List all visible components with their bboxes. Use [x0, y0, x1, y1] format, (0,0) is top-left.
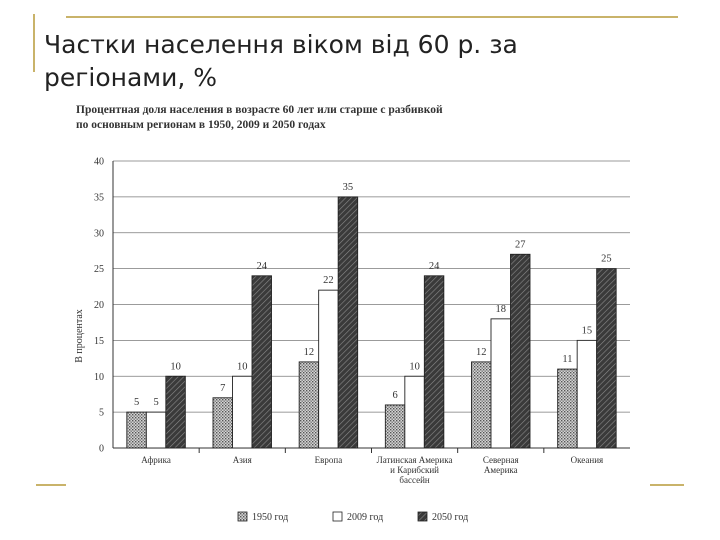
slide-title: Частки населення віком від 60 р. за регі… — [44, 30, 518, 92]
data-label: 25 — [601, 254, 612, 265]
y-tick-label: 15 — [94, 336, 104, 347]
category-label: Европа — [315, 455, 343, 465]
data-label: 12 — [304, 347, 315, 358]
bar-1-3 — [298, 361, 320, 449]
legend-label: 2009 год — [347, 512, 383, 523]
y-tick-label: 40 — [94, 157, 104, 168]
grid — [113, 160, 630, 449]
slide-accent-horizontal — [66, 16, 678, 18]
y-tick-label: 10 — [94, 372, 104, 383]
category-label: бассейн — [399, 475, 429, 485]
bar-2-5 — [490, 318, 511, 449]
data-label: 11 — [562, 354, 572, 365]
bar-2-6 — [576, 339, 598, 449]
data-label: 5 — [134, 397, 139, 408]
data-label: 15 — [582, 325, 593, 336]
bar-1-2 — [212, 397, 233, 449]
bar-1-5 — [471, 361, 492, 449]
bar-2-4 — [404, 375, 425, 449]
bar-3-4 — [423, 275, 445, 449]
y-tick-label: 0 — [99, 444, 104, 455]
y-tick-label: 25 — [94, 264, 104, 275]
bar-2-3 — [318, 289, 339, 449]
y-axis-title: В процентах — [74, 309, 85, 363]
y-tick-label: 35 — [94, 192, 104, 203]
data-label: 10 — [170, 361, 181, 372]
bar-2-2 — [232, 375, 253, 449]
data-label: 27 — [515, 239, 526, 250]
bar-1-1 — [126, 411, 147, 449]
category-label: Океания — [571, 455, 604, 465]
bar-3-6 — [596, 268, 617, 449]
data-label: 10 — [409, 361, 420, 372]
bar-1-4 — [384, 404, 406, 449]
data-label: 5 — [153, 397, 158, 408]
bar-3-2 — [251, 275, 272, 449]
slide-accent-vertical — [33, 14, 35, 72]
bar-3-3 — [337, 196, 359, 449]
legend-label: 2050 год — [432, 512, 468, 523]
bars — [126, 196, 617, 449]
data-label: 12 — [476, 347, 487, 358]
legend-swatch — [237, 511, 248, 522]
legend-swatch — [332, 511, 343, 522]
data-label: 22 — [323, 275, 334, 286]
chart-title: Процентная доля населения в возрасте 60 … — [76, 103, 556, 133]
slide-accent-bottom-left — [36, 484, 66, 486]
legend: 1950 год 2009 год 2050 год — [237, 511, 468, 523]
data-labels: 5 5 10 7 10 24 12 22 35 6 10 24 12 18 27 11 15 25 — [134, 182, 612, 408]
y-tick-label: 5 — [99, 408, 104, 419]
slide-accent-bottom-right — [650, 484, 684, 486]
category-label: Северная — [483, 455, 519, 465]
data-label: 24 — [429, 261, 440, 272]
data-label: 35 — [343, 182, 354, 193]
data-label: 24 — [257, 261, 268, 272]
data-label: 18 — [496, 304, 507, 315]
axes: 0 5 10 15 20 25 30 35 40 В процентах — [74, 157, 630, 455]
category-label: и Карибский — [390, 465, 439, 475]
bar-3-1 — [165, 375, 186, 449]
category-label: Америка — [484, 465, 518, 475]
data-label: 10 — [237, 361, 248, 372]
category-label: Африка — [141, 455, 171, 465]
bar-2-1 — [145, 411, 167, 449]
chart-title-line-2: по основным регионам в 1950, 2009 и 2050… — [76, 119, 326, 131]
data-label: 6 — [392, 390, 397, 401]
legend-label: 1950 год — [252, 512, 288, 523]
category-label: Латинская Америка — [377, 455, 453, 465]
bar-1-6 — [557, 368, 578, 449]
chart-title-line-1: Процентная доля населения в возрасте 60 … — [76, 104, 443, 116]
category-label: Азия — [233, 455, 252, 465]
y-tick-label: 20 — [94, 300, 104, 311]
bar-3-5 — [510, 253, 531, 449]
y-tick-label: 30 — [94, 228, 104, 239]
legend-swatch — [417, 511, 428, 522]
data-label: 7 — [220, 383, 225, 394]
